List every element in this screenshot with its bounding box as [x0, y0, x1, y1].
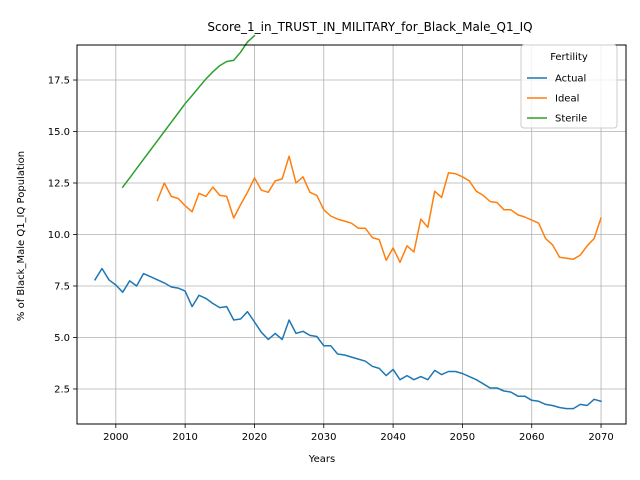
- legend: Fertility Actual Ideal Sterile: [520, 44, 618, 129]
- x-tick-label: 2010: [172, 432, 197, 443]
- y-tick-label: 10.0: [48, 230, 70, 241]
- series-line-actual: [93, 267, 602, 410]
- grid-lines: [77, 45, 626, 424]
- x-tick-label: 2020: [242, 432, 267, 443]
- y-tick-label: 17.5: [48, 76, 70, 87]
- legend-label-ideal: Ideal: [555, 94, 579, 105]
- y-tick-label: 12.5: [48, 179, 70, 190]
- legend-title: Fertility: [550, 52, 588, 63]
- legend-box: [520, 44, 618, 129]
- y-axis: 2.5 5.0 7.5 10.0 12.5 15.0 17.5: [48, 76, 77, 395]
- y-tick-label: 2.5: [54, 384, 70, 395]
- x-tick-label: 2070: [588, 432, 613, 443]
- y-tick-label: 5.0: [54, 333, 70, 344]
- y-axis-title: % of Black_Male Q1_IQ Population: [16, 151, 27, 321]
- series-layer: [93, 34, 602, 410]
- x-axis-title: Years: [308, 454, 335, 465]
- x-tick-label: 2060: [519, 432, 544, 443]
- legend-entries: Actual Ideal Sterile: [527, 74, 587, 125]
- series-line-ideal: [156, 155, 602, 264]
- x-tick-label: 2050: [450, 432, 475, 443]
- legend-label-actual: Actual: [555, 74, 586, 85]
- legend-label-sterile: Sterile: [555, 114, 587, 125]
- x-tick-label: 2000: [103, 432, 128, 443]
- y-tick-label: 7.5: [54, 281, 70, 292]
- series-line-sterile: [121, 34, 256, 189]
- chart-title: Score_1_in_TRUST_IN_MILITARY_for_Black_M…: [207, 20, 532, 34]
- x-axis: 2000 2010 2020 2030 2040 2050 2060 2070: [103, 424, 614, 443]
- x-tick-label: 2040: [380, 432, 405, 443]
- y-tick-label: 15.0: [48, 127, 70, 138]
- x-tick-label: 2030: [311, 432, 336, 443]
